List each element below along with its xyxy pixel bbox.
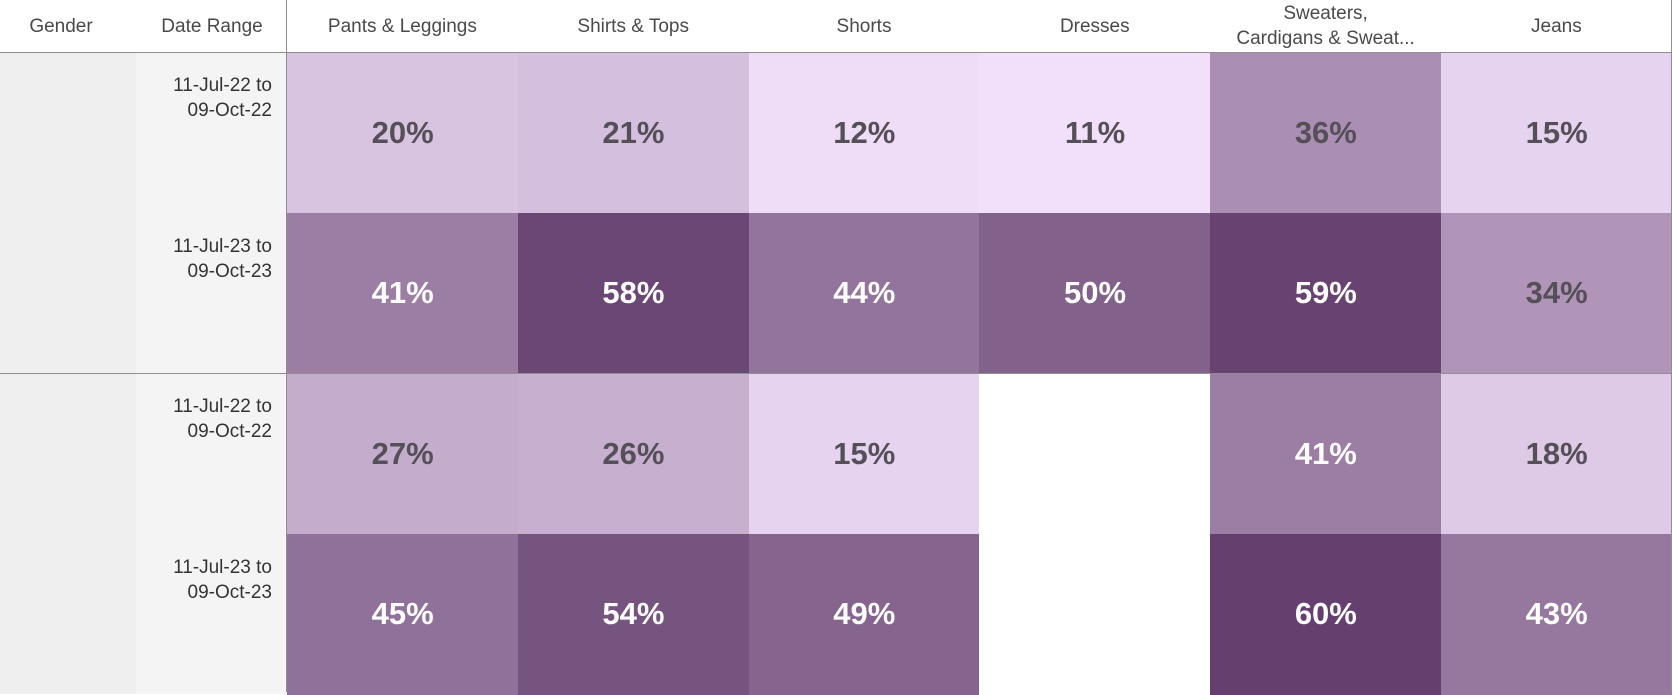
heatmap-cell: 49% [748,533,980,695]
heatmap-cell: 11% [979,52,1211,213]
column-header: Dresses [1059,15,1130,37]
date-range-label: 11-Jul-23 to 09-Oct-23 [173,556,272,603]
heatmap-cell: 18% [1441,373,1672,534]
column-header: Shirts & Tops [577,15,689,37]
date-range-label: 11-Jul-22 to 09-Oct-22 [173,75,272,121]
heatmap-cell: 58% [517,212,750,374]
heatmap-cell: 27% [287,373,519,534]
heatmap-cell [979,373,1211,534]
date-range-label: 11-Jul-23 to 09-Oct-23 [173,235,272,282]
column-header: Jeans [1531,15,1582,37]
heatmap-cell: 41% [287,212,519,374]
heatmap-cell: 15% [748,373,980,534]
date-range-group-cell [136,52,286,373]
column-header: Pants & Leggings [327,15,477,37]
header-date-range: Date Range [161,15,263,37]
heatmap-cell: 12% [748,52,980,213]
heatmap-cell: 54% [517,533,750,695]
heatmap-cell: 21% [517,52,750,213]
column-divider [286,0,287,692]
heatmap-cell: 26% [517,373,750,534]
heatmap-cell: 15% [1441,52,1672,213]
header-gender: Gender [29,15,93,37]
heatmap-cell: 20% [287,52,519,213]
header-divider [0,52,1672,53]
heatmap-cell: 36% [1210,52,1442,213]
column-header: Sweaters, Cardigans & Sweat... [1236,3,1415,49]
heatmap-cell: 50% [979,212,1211,374]
heatmap-cell: 59% [1210,212,1442,374]
gender-group-cell [0,52,136,373]
date-range-group-cell [136,373,286,694]
group-divider [0,373,1672,374]
heatmap-cell: 34% [1441,212,1672,374]
heatmap-cell: 43% [1441,533,1672,695]
heatmap-cell [979,533,1211,695]
heatmap-cell: 41% [1210,373,1442,534]
column-header: Shorts [836,15,892,37]
heatmap-cell: 44% [748,212,980,374]
gender-group-cell [0,373,136,694]
heatmap-cell: 60% [1210,533,1442,695]
heatmap-cell: 45% [287,533,519,695]
date-range-label: 11-Jul-22 to 09-Oct-22 [173,396,272,442]
